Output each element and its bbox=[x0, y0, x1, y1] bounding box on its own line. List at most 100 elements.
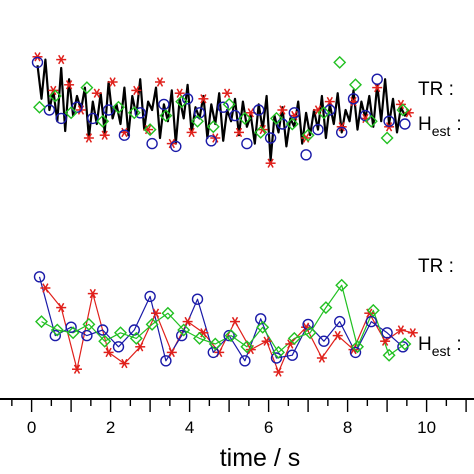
data-point-upper-circle bbox=[312, 123, 324, 136]
data-point-upper-asterisk-stroke bbox=[326, 96, 333, 107]
h-est-label-lower: Hest: bbox=[418, 334, 462, 359]
data-point-lower-circle bbox=[175, 329, 188, 342]
data-point-upper-circle bbox=[383, 115, 395, 127]
data-point-lower-asterisk-stroke bbox=[231, 316, 239, 327]
data-point-lower-asterisk bbox=[135, 342, 146, 352]
data-point-upper-diamond bbox=[175, 95, 189, 109]
data-point-lower-circle bbox=[349, 346, 362, 359]
data-point-lower-circle bbox=[144, 290, 156, 303]
data-point-upper-asterisk-stroke bbox=[374, 82, 381, 93]
x-tick-label: 4 bbox=[185, 418, 194, 437]
data-point-lower-asterisk-stroke bbox=[137, 342, 144, 352]
data-point-lower-asterisk-stroke bbox=[275, 367, 282, 377]
data-point-upper-asterisk-stroke bbox=[101, 130, 108, 140]
tr-label-upper: TR : bbox=[418, 79, 454, 100]
data-point-lower-asterisk-stroke bbox=[152, 308, 160, 318]
data-point-lower-diamond bbox=[193, 331, 206, 345]
data-point-upper-asterisk bbox=[155, 77, 165, 87]
data-point-upper-asterisk bbox=[234, 127, 244, 138]
data-point-upper-diamond bbox=[349, 78, 362, 92]
data-point-lower-diamond bbox=[319, 301, 333, 315]
data-point-upper-asterisk-stroke bbox=[109, 77, 116, 87]
data-point-upper-asterisk-stroke bbox=[121, 127, 128, 138]
data-point-upper-asterisk bbox=[324, 96, 335, 107]
data-point-upper-circle bbox=[324, 104, 336, 116]
h-est-label-upper: Hest: bbox=[418, 114, 462, 139]
h-est-lower-colon: : bbox=[456, 334, 461, 355]
data-point-upper-asterisk-stroke bbox=[247, 108, 254, 118]
data-point-lower-asterisk bbox=[261, 336, 272, 346]
data-point-lower-circle bbox=[81, 329, 93, 342]
plot-area bbox=[31, 52, 418, 377]
data-point-upper-asterisk-stroke bbox=[58, 54, 65, 65]
data-point-lower-asterisk bbox=[407, 328, 418, 338]
data-point-lower-diamond bbox=[224, 329, 238, 343]
data-point-upper-asterisk bbox=[91, 88, 102, 98]
data-point-upper-diamond bbox=[159, 109, 173, 123]
data-point-lower-asterisk bbox=[56, 302, 67, 313]
data-point-lower-asterisk bbox=[40, 283, 51, 293]
data-point-upper-asterisk-stroke bbox=[133, 85, 140, 96]
data-point-upper-diamond bbox=[64, 106, 78, 120]
h-est-lower-main: H bbox=[418, 334, 432, 355]
data-point-upper-asterisk-stroke bbox=[65, 80, 73, 90]
data-point-lower-diamond bbox=[366, 303, 380, 317]
data-point-upper-asterisk-stroke bbox=[93, 88, 100, 98]
data-point-upper-asterisk-stroke bbox=[279, 105, 286, 115]
data-point-lower-circle bbox=[318, 335, 330, 347]
data-point-upper-diamond bbox=[285, 117, 299, 131]
data-point-upper-diamond bbox=[191, 114, 204, 128]
data-point-lower-asterisk-stroke bbox=[366, 308, 373, 318]
data-point-lower-asterisk-stroke bbox=[121, 358, 128, 369]
data-point-lower-diamond bbox=[303, 326, 317, 340]
data-point-upper-circle bbox=[288, 107, 300, 119]
data-point-lower-diamond bbox=[129, 331, 143, 345]
x-tick-label: 0 bbox=[27, 418, 36, 437]
panel-lower bbox=[33, 271, 418, 377]
data-point-upper-diamond bbox=[333, 55, 347, 69]
x-tick-label: 10 bbox=[417, 418, 436, 437]
data-point-upper-asterisk-stroke bbox=[176, 88, 183, 98]
tr-label-lower: TR : bbox=[418, 256, 454, 277]
data-point-lower-asterisk bbox=[151, 308, 161, 318]
data-point-lower-diamond bbox=[287, 331, 301, 345]
data-point-upper-circle bbox=[336, 126, 348, 139]
data-point-lower-asterisk-stroke bbox=[318, 353, 326, 363]
data-point-lower-diamond bbox=[161, 306, 175, 320]
data-point-lower-asterisk bbox=[332, 330, 343, 341]
data-point-upper-circle bbox=[118, 129, 131, 141]
data-point-upper-asterisk bbox=[277, 105, 288, 115]
data-point-upper-diamond bbox=[317, 106, 331, 120]
data-point-upper-asterisk bbox=[186, 127, 197, 138]
data-point-upper-diamond bbox=[380, 131, 394, 145]
data-point-lower-diamond bbox=[50, 323, 64, 337]
data-point-upper-diamond bbox=[254, 125, 268, 139]
data-point-upper-asterisk-stroke bbox=[200, 94, 207, 104]
data-point-upper-diamond bbox=[33, 100, 46, 114]
x-tick-label: 8 bbox=[343, 418, 352, 437]
data-point-lower-diamond bbox=[82, 317, 96, 331]
data-point-upper-diamond bbox=[238, 111, 252, 125]
data-point-lower-diamond bbox=[66, 326, 80, 340]
data-point-upper-circle bbox=[371, 73, 383, 85]
data-point-upper-diamond bbox=[301, 128, 315, 142]
data-point-upper-asterisk bbox=[265, 158, 276, 168]
data-point-upper-circle bbox=[158, 98, 170, 111]
data-point-lower-asterisk bbox=[182, 316, 193, 327]
data-point-lower-diamond bbox=[208, 337, 222, 351]
x-axis-title: time / s bbox=[220, 444, 301, 472]
data-point-upper-circle bbox=[102, 104, 115, 116]
data-point-upper-asterisk-stroke bbox=[85, 133, 93, 143]
series-line-upper-0 bbox=[36, 58, 410, 162]
data-point-lower-circle bbox=[96, 324, 109, 336]
data-point-upper-asterisk bbox=[64, 80, 75, 90]
data-point-upper-circle bbox=[229, 109, 241, 122]
data-point-upper-asterisk bbox=[131, 85, 142, 96]
data-point-upper-circle bbox=[43, 104, 56, 116]
data-point-lower-asterisk-stroke bbox=[58, 302, 65, 313]
data-point-upper-asterisk-stroke bbox=[350, 96, 357, 107]
data-point-upper-circle bbox=[241, 137, 253, 150]
data-point-upper-asterisk bbox=[372, 82, 383, 93]
data-point-lower-asterisk-stroke bbox=[302, 322, 310, 332]
